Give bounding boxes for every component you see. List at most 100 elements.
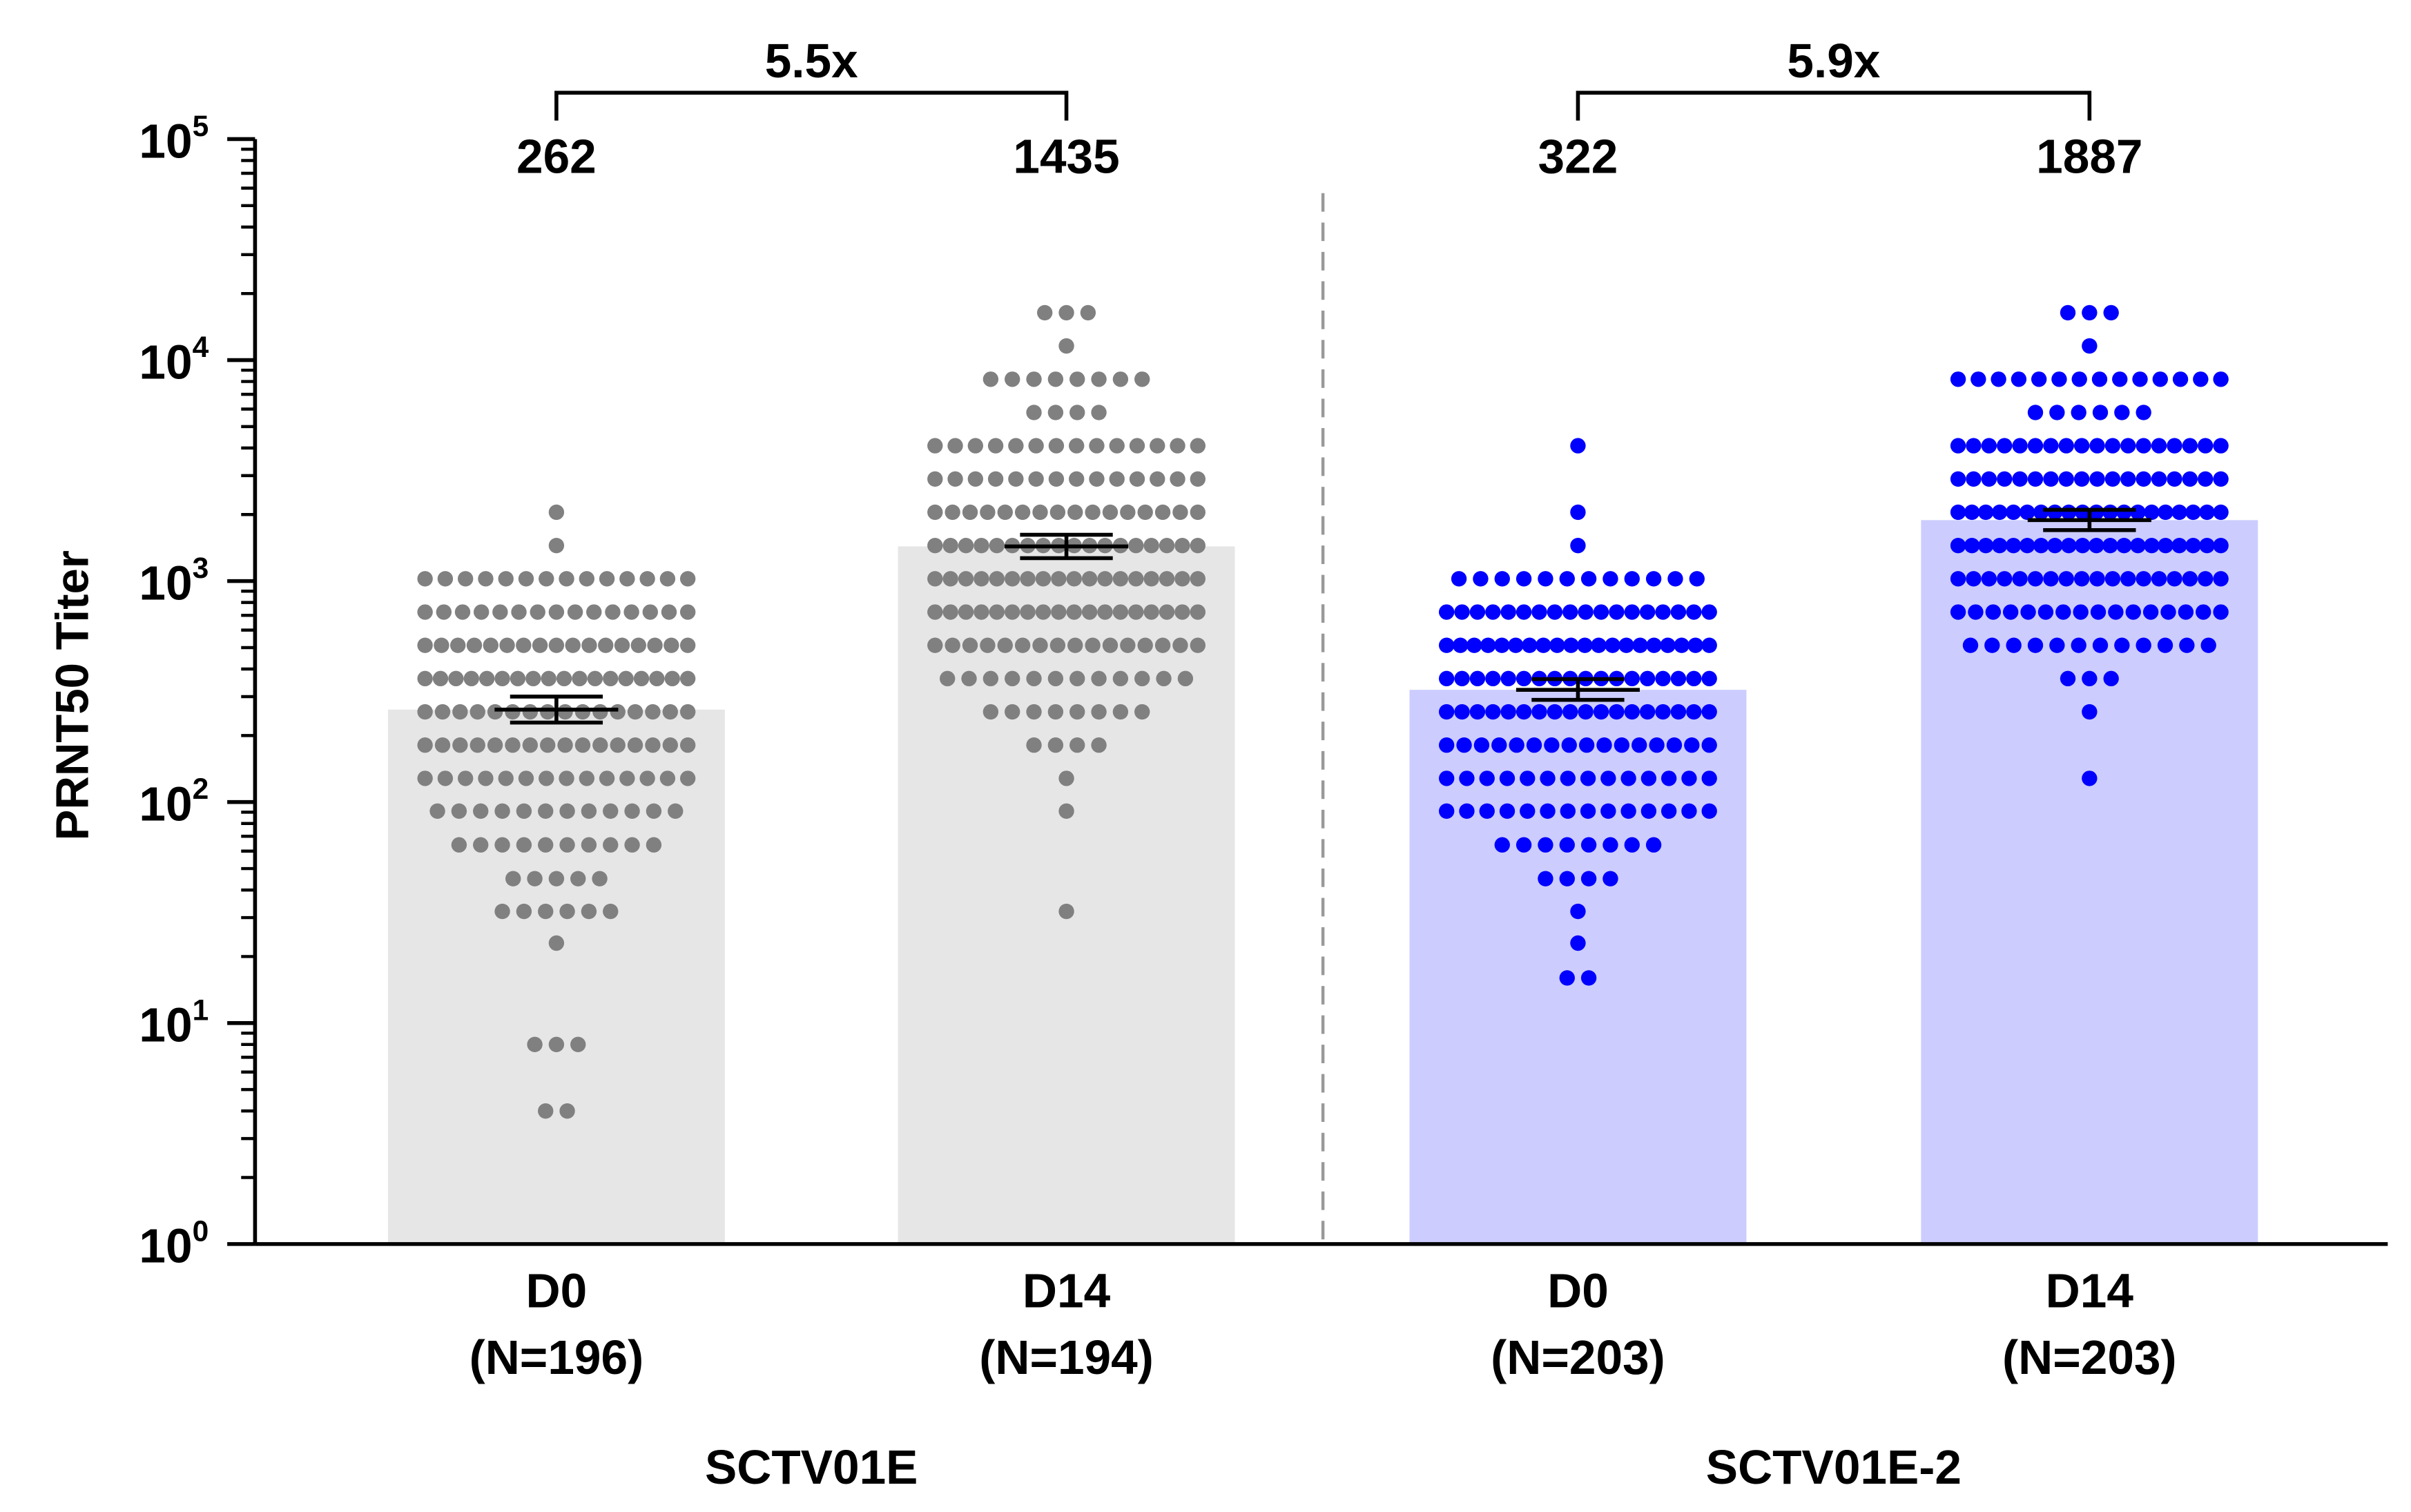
data-point	[1459, 803, 1475, 820]
data-point	[662, 737, 678, 753]
data-point	[1047, 405, 1064, 420]
data-point	[429, 803, 445, 820]
data-point	[1686, 604, 1702, 620]
data-point	[1491, 737, 1507, 753]
data-point	[1660, 637, 1676, 653]
data-point	[1516, 704, 1532, 720]
data-point	[1499, 770, 1516, 786]
data-point	[1624, 837, 1640, 853]
data-point	[1454, 670, 1470, 687]
data-point	[1190, 537, 1206, 554]
fold-change-label: 5.5x	[765, 34, 858, 88]
data-point	[1008, 471, 1024, 487]
bar-1	[898, 546, 1235, 1244]
data-point	[417, 670, 433, 687]
data-point	[1600, 803, 1616, 820]
data-point	[1174, 604, 1190, 620]
y-tick-label: 101	[139, 994, 209, 1051]
data-point	[516, 637, 532, 653]
data-point	[1479, 803, 1495, 820]
data-point	[1150, 471, 1165, 487]
data-point	[1037, 304, 1053, 321]
data-point	[927, 637, 943, 653]
bar-0	[387, 709, 725, 1244]
data-point	[1190, 604, 1206, 620]
fold-change-label: 5.9x	[1787, 34, 1880, 88]
data-point	[1026, 737, 1042, 753]
data-point	[1620, 803, 1636, 820]
y-tick-label: 103	[139, 552, 209, 610]
data-point	[434, 704, 451, 720]
data-point	[2200, 637, 2216, 653]
data-point	[1137, 504, 1153, 521]
data-point	[1570, 438, 1586, 454]
bar-3	[1921, 520, 2258, 1244]
data-point	[1485, 670, 1501, 687]
data-point	[494, 803, 510, 820]
data-point	[2185, 504, 2201, 521]
data-point	[2198, 571, 2214, 587]
data-point	[1681, 803, 1697, 820]
data-point	[2132, 371, 2148, 387]
data-point	[2047, 504, 2063, 521]
data-point	[452, 704, 468, 720]
data-point	[1128, 537, 1144, 554]
data-point	[1049, 637, 1066, 653]
data-point	[522, 737, 539, 753]
data-point	[1129, 438, 1145, 454]
data-point	[1014, 504, 1031, 521]
data-point	[1089, 438, 1105, 454]
data-point	[1035, 571, 1052, 587]
data-point	[599, 770, 615, 786]
data-point	[487, 704, 503, 720]
data-point	[2060, 670, 2076, 687]
data-point	[1559, 871, 1575, 886]
data-point	[1028, 471, 1044, 487]
data-point	[662, 704, 678, 720]
data-point	[1580, 571, 1597, 587]
data-point	[2136, 637, 2151, 653]
data-point	[1950, 438, 1966, 454]
data-point	[1032, 637, 1048, 653]
data-point	[1645, 571, 1662, 587]
data-point	[487, 737, 503, 753]
data-point	[548, 504, 565, 521]
data-point	[2027, 571, 2044, 587]
data-point	[548, 1036, 565, 1052]
data-point	[1603, 837, 1618, 853]
data-point	[1174, 571, 1190, 587]
data-point	[499, 637, 515, 653]
data-point	[927, 504, 943, 521]
data-point	[679, 670, 696, 687]
x-tick-label: D14	[2046, 1264, 2134, 1318]
data-point	[1159, 537, 1175, 554]
data-point	[1962, 637, 1979, 653]
data-point	[1660, 803, 1677, 820]
data-point	[1085, 637, 1101, 653]
data-point	[1150, 438, 1165, 454]
data-point	[567, 604, 583, 620]
data-point	[434, 637, 449, 653]
data-point	[417, 571, 433, 587]
data-point	[659, 571, 676, 587]
data-point	[1453, 637, 1469, 653]
data-point	[1624, 704, 1640, 720]
data-point	[2185, 537, 2201, 554]
data-point	[2071, 637, 2086, 653]
data-point	[2006, 637, 2022, 653]
data-point	[2089, 537, 2104, 554]
data-point	[1499, 803, 1516, 820]
data-point	[1005, 604, 1020, 620]
data-point	[1536, 637, 1551, 653]
data-point	[610, 737, 626, 753]
data-point	[548, 604, 565, 620]
data-point	[2213, 504, 2229, 521]
data-point	[518, 770, 534, 786]
data-point	[556, 670, 572, 687]
data-point	[579, 770, 594, 786]
data-point	[1005, 571, 1020, 587]
data-point	[1032, 504, 1048, 521]
data-point	[2157, 637, 2173, 653]
data-point	[1494, 571, 1510, 587]
